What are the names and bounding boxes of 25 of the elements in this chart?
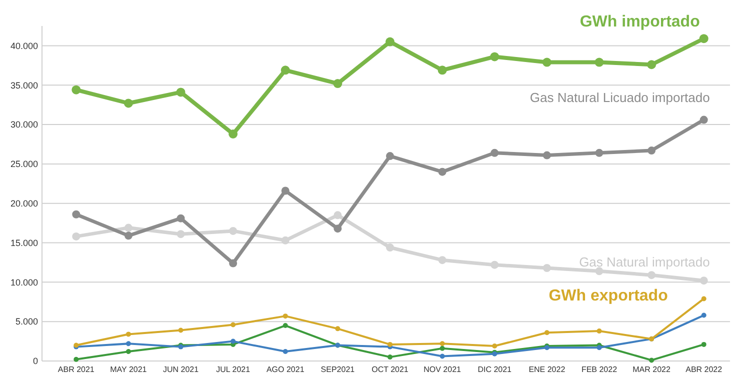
y-tick-label: 40.000 [10,40,38,51]
y-tick-label: 0 [32,356,38,366]
x-tick-label: JUN 2021 [162,365,200,374]
y-tick-label: 25.000 [10,159,38,170]
y-tick-label: 15.000 [10,238,38,248]
y-tick-label: 30.000 [10,120,38,130]
y-tick-label: 5.000 [15,316,38,327]
x-tick-label: MAR 2022 [632,365,671,374]
x-tick-label: SEP2021 [320,365,356,374]
y-tick-label: 35.000 [10,80,38,90]
series-label: GWh exportado [548,288,668,305]
x-tick-label: AGO 2021 [266,365,305,374]
series-label: GWh importado [580,14,700,31]
x-tick-label: ENE 2022 [528,365,566,374]
y-tick-label: 20.000 [10,198,38,209]
series-label: Gas Natural Licuado importado [530,90,710,105]
x-tick-label: MAY 2021 [110,365,148,374]
x-tick-label: JUL 2021 [216,365,251,374]
y-tick-label: 10.000 [10,277,38,288]
x-tick-label: ABR 2022 [686,365,723,374]
x-tick-label: DIC 2021 [478,365,512,374]
x-tick-label: OCT 2021 [372,365,409,374]
x-tick-label: ABR 2021 [58,365,95,374]
x-tick-label: FEB 2022 [581,365,618,374]
x-tick-label: NOV 2021 [424,365,462,374]
